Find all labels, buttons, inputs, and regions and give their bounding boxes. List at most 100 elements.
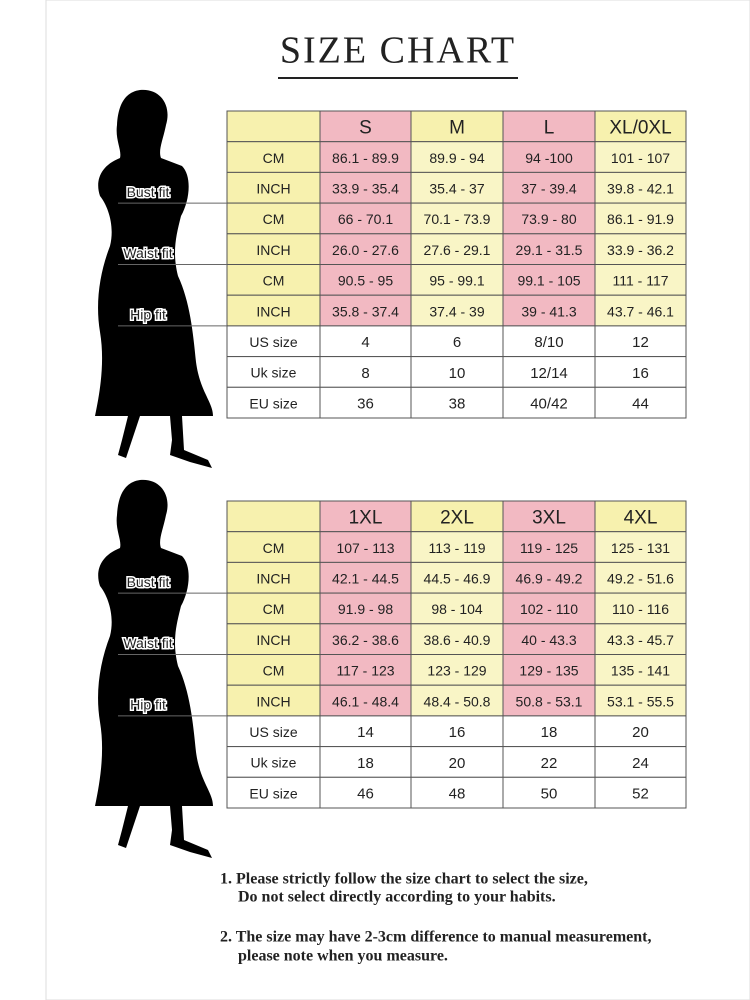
fit-label: Hip fit (130, 697, 166, 713)
cell-value: 39 - 41.3 (521, 303, 576, 319)
row-label: Uk size (251, 755, 297, 771)
table-cell (594, 202, 687, 235)
cell-value: 101 - 107 (611, 150, 670, 166)
cell-value: 4 (361, 334, 369, 351)
table-cell (594, 386, 687, 419)
header-cell (226, 110, 321, 143)
cell-value: 18 (541, 724, 558, 741)
table-cell (226, 141, 321, 173)
row-label: CM (263, 601, 285, 617)
table-cell (319, 623, 412, 655)
table-cell (410, 776, 504, 809)
row-label: INCH (256, 303, 290, 319)
fit-label: Bust fit (127, 184, 170, 200)
row-label: EU size (249, 785, 297, 801)
cell-value: 38 (449, 396, 466, 413)
table-cell (319, 141, 412, 173)
cell-value: 27.6 - 29.1 (424, 242, 491, 258)
table-cell (226, 561, 321, 594)
table-cell (502, 202, 596, 235)
cell-value: 107 - 113 (336, 540, 394, 556)
cell-value: 35.4 - 37 (429, 180, 484, 196)
table-cell (594, 623, 687, 655)
cell-value: 98 - 104 (431, 601, 483, 617)
cell-value: 129 - 135 (519, 663, 578, 679)
table-cell (410, 141, 504, 173)
table-cell (410, 202, 504, 235)
cell-value: 22 (541, 755, 558, 772)
silhouette-legs (118, 416, 212, 468)
table-cell (319, 202, 412, 235)
table-cell (410, 654, 504, 686)
table-cell (226, 356, 321, 388)
table-cell (319, 776, 412, 809)
table-cell (410, 325, 504, 358)
cell-value: 10 (449, 365, 466, 382)
table-cell (410, 171, 504, 204)
cell-value: 33.9 - 35.4 (332, 180, 399, 196)
cell-value: 46.1 - 48.4 (332, 693, 399, 709)
row-label: INCH (256, 242, 290, 258)
fit-label: Hip fit (130, 307, 166, 323)
table-cell (226, 746, 321, 778)
table-cell (502, 386, 596, 419)
table-cell (319, 715, 412, 748)
table-cell (594, 592, 687, 625)
table-cell (502, 294, 596, 327)
table-cell (594, 684, 687, 717)
cell-value: 49.2 - 51.6 (607, 570, 674, 586)
cell-value: 12 (632, 334, 649, 351)
cell-value: 43.3 - 45.7 (607, 632, 674, 648)
fit-label: Bust fit (127, 574, 170, 590)
fit-label: Waist fit (123, 245, 172, 261)
cell-value: 43.7 - 46.1 (607, 303, 674, 319)
table-cell (319, 654, 412, 686)
table-cell (319, 171, 412, 204)
cell-value: 16 (449, 724, 466, 741)
table-cell (410, 356, 504, 388)
table-cell (594, 325, 687, 358)
cell-value: 113 - 119 (428, 540, 485, 556)
table-cell (502, 171, 596, 204)
cell-value: 99.1 - 105 (517, 273, 580, 289)
table-cell (226, 171, 321, 204)
cell-value: 16 (632, 365, 649, 382)
cell-value: 48 (449, 786, 466, 803)
row-label: CM (263, 150, 285, 166)
cell-value: 135 - 141 (611, 663, 670, 679)
size-header: 2XL (440, 507, 474, 528)
header-cell (319, 110, 412, 143)
table-cell (502, 356, 596, 388)
size-header: 3XL (532, 507, 566, 528)
table-cell (594, 233, 687, 266)
cell-value: 117 - 123 (336, 663, 394, 679)
row-label: US size (249, 724, 297, 740)
table-cell (594, 746, 687, 778)
cell-value: 36.2 - 38.6 (332, 632, 399, 648)
cell-value: 123 - 129 (427, 663, 486, 679)
cell-value: 46.9 - 49.2 (516, 570, 583, 586)
header-cell (226, 500, 321, 533)
cell-value: 40 - 43.3 (521, 632, 576, 648)
silhouette (95, 89, 213, 416)
table-cell (319, 294, 412, 327)
cell-value: 36 (357, 396, 374, 413)
cell-value: 46 (357, 786, 374, 803)
row-label: CM (263, 211, 285, 227)
header-cell (410, 110, 504, 143)
cell-value: 6 (453, 334, 461, 351)
table-cell (319, 592, 412, 625)
cell-value: 35.8 - 37.4 (332, 303, 399, 319)
page-border (45, 0, 750, 1000)
row-label: CM (263, 540, 285, 556)
cell-value: 95 - 99.1 (429, 273, 484, 289)
row-label: EU size (249, 395, 297, 411)
table-cell (319, 684, 412, 717)
cell-value: 94 -100 (525, 150, 573, 166)
row-label: US size (249, 334, 297, 350)
table-cell (594, 561, 687, 594)
cell-value: 70.1 - 73.9 (424, 211, 491, 227)
table-cell (226, 715, 321, 748)
table-cell (226, 776, 321, 809)
